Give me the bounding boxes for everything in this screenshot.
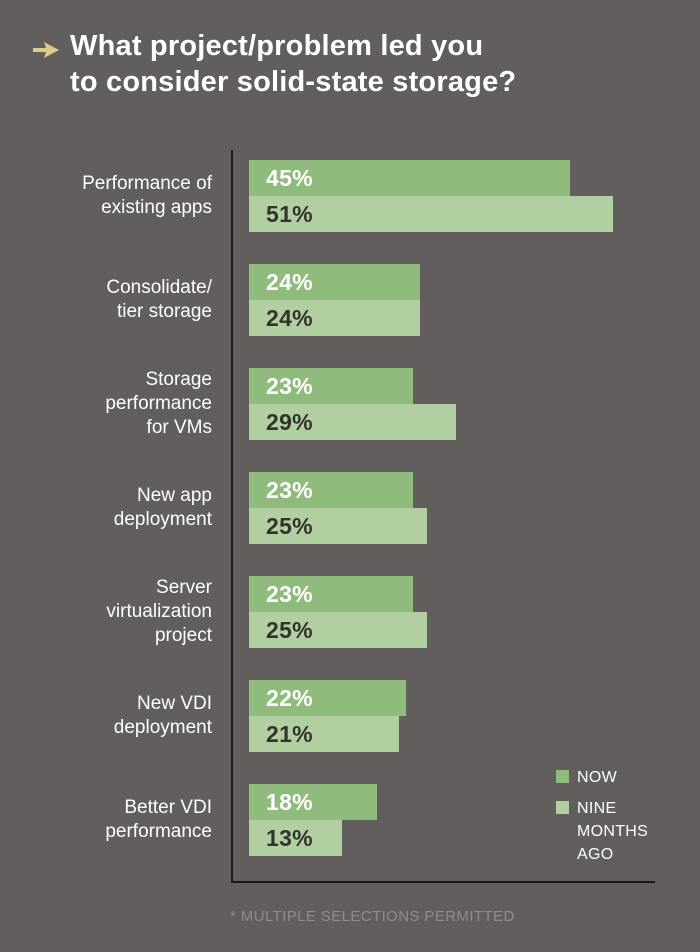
bar-value-label: 25% [266, 617, 313, 643]
legend-label: NINE MONTHS AGO [577, 800, 649, 863]
legend-item: NINE MONTHS AGO [556, 797, 663, 866]
category-label: Consolidate/tier storage [106, 277, 212, 322]
bar-now: 22% [249, 680, 406, 716]
bar-now: 23% [249, 472, 413, 508]
bar-nine-months-ago: 13% [249, 820, 342, 856]
chart-legend: NOW NINE MONTHS AGO [556, 766, 663, 866]
legend-swatch-icon [556, 801, 569, 814]
chart-title: What project/problem led you to consider… [70, 28, 630, 100]
bar-nine-months-ago: 25% [249, 612, 427, 648]
bar-value-label: 13% [266, 825, 313, 851]
legend-swatch-icon [556, 770, 569, 783]
y-axis-line [231, 150, 233, 883]
bar-value-label: 23% [266, 581, 313, 607]
chart-title-line1: What project/problem led you [70, 30, 484, 62]
bar-now: 23% [249, 368, 413, 404]
bar-value-label: 22% [266, 685, 313, 711]
category-label: New app deployment [113, 485, 212, 530]
arrow-icon [33, 42, 59, 58]
category-label: New VDI deployment [113, 693, 212, 738]
category-label: Server virtualization project [106, 577, 212, 646]
bar-value-label: 18% [266, 789, 313, 815]
bar-nine-months-ago: 25% [249, 508, 427, 544]
bar-now: 23% [249, 576, 413, 612]
bar-value-label: 23% [266, 373, 313, 399]
bar-nine-months-ago: 29% [249, 404, 456, 440]
bar-now: 18% [249, 784, 377, 820]
bar-value-label: 21% [266, 721, 313, 747]
bar-value-label: 29% [266, 409, 313, 435]
bar-now: 24% [249, 264, 420, 300]
bar-value-label: 25% [266, 513, 313, 539]
legend-item: NOW [556, 766, 663, 789]
bar-nine-months-ago: 21% [249, 716, 399, 752]
legend-label: NOW [577, 769, 618, 786]
x-axis-line [231, 881, 655, 883]
category-label: Better VDI performance [105, 797, 212, 842]
bar-value-label: 24% [266, 305, 313, 331]
category-label: Storage performance for VMs [105, 369, 212, 438]
bar-value-label: 45% [266, 165, 313, 191]
bar-value-label: 23% [266, 477, 313, 503]
bar-now: 45% [249, 160, 570, 196]
chart-title-line2: to consider solid-state storage? [70, 66, 517, 98]
bar-nine-months-ago: 24% [249, 300, 420, 336]
bar-nine-months-ago: 51% [249, 196, 613, 232]
footnote: * MULTIPLE SELECTIONS PERMITTED [230, 908, 515, 925]
bar-value-label: 24% [266, 269, 313, 295]
bar-value-label: 51% [266, 201, 313, 227]
category-label: Performance of existing apps [82, 173, 212, 218]
